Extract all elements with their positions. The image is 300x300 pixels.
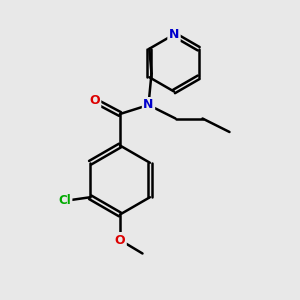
- Text: O: O: [89, 94, 100, 107]
- Text: N: N: [169, 28, 179, 41]
- Text: N: N: [143, 98, 154, 112]
- Text: Cl: Cl: [58, 194, 71, 207]
- Text: O: O: [115, 233, 125, 247]
